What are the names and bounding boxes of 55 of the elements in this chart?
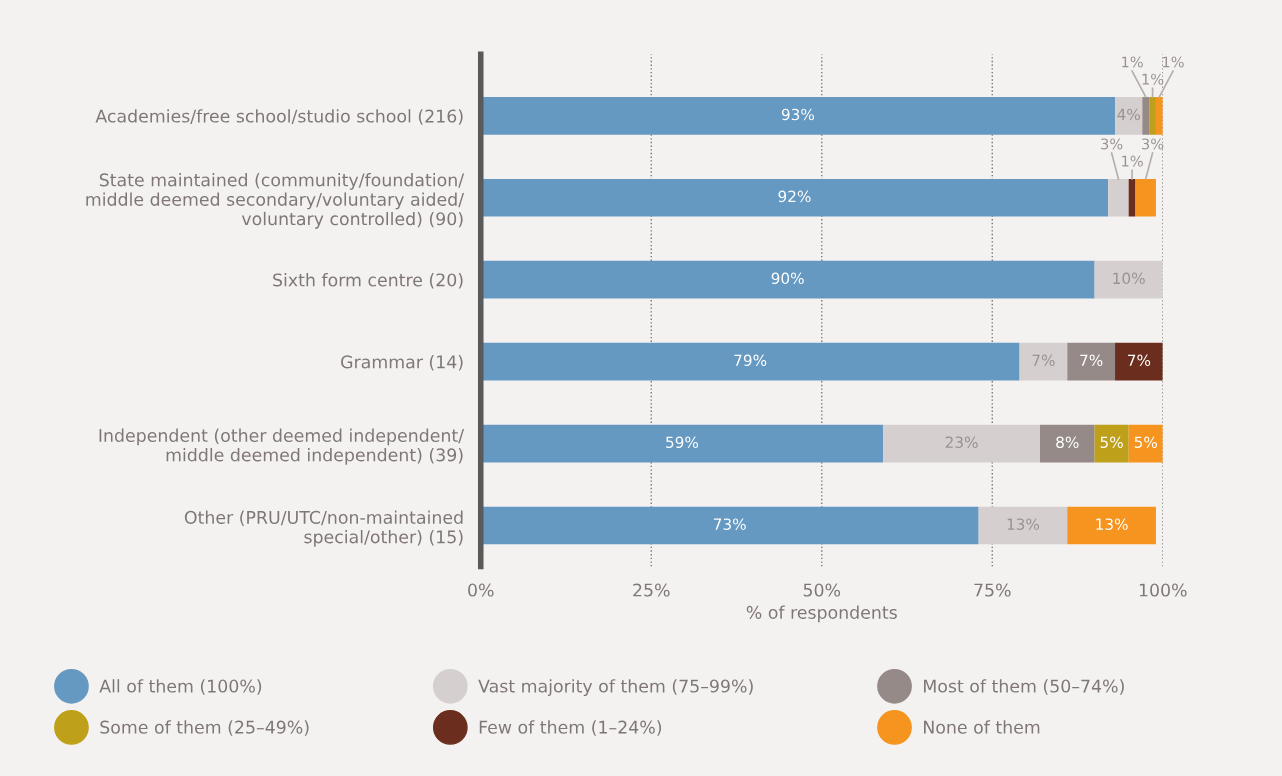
- bar: [1115, 342, 1163, 381]
- y-tick-label: State maintained (community/foundation/ middle deemed secondary/voluntary aided/ voluntary controlled) (90): [86, 173, 465, 229]
- data-label: 13%: [1007, 518, 1040, 530]
- data-label: 7%: [1128, 354, 1151, 367]
- bar: [1067, 342, 1116, 381]
- bar: [1142, 96, 1150, 135]
- data-label: 3%: [1142, 138, 1164, 150]
- bar: [1115, 96, 1143, 135]
- legend-label: Most of them (50–74%): [924, 679, 1124, 695]
- data-label: 4%: [1117, 108, 1140, 121]
- data-label: 93%: [781, 108, 815, 121]
- data-label: 1%: [1163, 56, 1184, 68]
- data-label: 10%: [1113, 272, 1145, 285]
- legend-label: All of them (100%): [99, 679, 262, 695]
- x-axis-title: % of respondents: [746, 605, 897, 623]
- x-tick-label: 100%: [1139, 583, 1187, 597]
- legend-label: Some of them (25–49%): [100, 720, 309, 736]
- bar: [978, 506, 1068, 545]
- bar: [1149, 96, 1156, 135]
- y-tick-label: Grammar (14): [341, 355, 463, 371]
- bar: [1040, 424, 1095, 463]
- y-tick-label: Other (PRU/UTC/non-maintained special/other) (15): [184, 510, 463, 547]
- legend-label: Few of them (1–24%): [479, 720, 662, 736]
- data-label: 7%: [1032, 354, 1055, 367]
- bar: [1094, 424, 1129, 463]
- bar: [1135, 178, 1156, 217]
- data-label: 13%: [1096, 518, 1128, 530]
- data-label: 92%: [778, 190, 811, 203]
- x-tick-label: 75%: [974, 583, 1011, 597]
- data-label: 1%: [1142, 73, 1164, 85]
- data-label: 8%: [1056, 436, 1079, 448]
- x-tick-label: 50%: [803, 583, 841, 597]
- legend-label: Vast majority of them (75–99%): [478, 679, 753, 696]
- y-tick-label: Academies/free school/studio school (216): [95, 109, 463, 125]
- data-label: 7%: [1080, 354, 1103, 367]
- legend-label: None of them: [924, 720, 1040, 734]
- data-label: 73%: [713, 518, 746, 530]
- y-tick-label: Independent (other deemed independent/ middle deemed independent) (39): [99, 428, 465, 465]
- x-tick-label: 25%: [633, 583, 670, 597]
- y-tick-label: Sixth form centre (20): [273, 273, 463, 289]
- data-label: 5%: [1100, 436, 1123, 448]
- data-label: 1%: [1122, 56, 1143, 68]
- x-tick-label: 0%: [468, 583, 494, 597]
- bar: [1094, 260, 1163, 299]
- bar: [1019, 342, 1068, 381]
- bar: [1108, 178, 1129, 217]
- bar: [1067, 506, 1156, 545]
- data-label: 90%: [771, 272, 804, 285]
- data-label: 5%: [1134, 436, 1157, 448]
- data-label: 1%: [1122, 155, 1143, 167]
- data-label: 23%: [945, 436, 978, 448]
- bar: [883, 424, 1041, 463]
- data-label: 79%: [734, 354, 767, 367]
- data-label: 59%: [666, 436, 699, 448]
- data-label: 3%: [1101, 138, 1123, 150]
